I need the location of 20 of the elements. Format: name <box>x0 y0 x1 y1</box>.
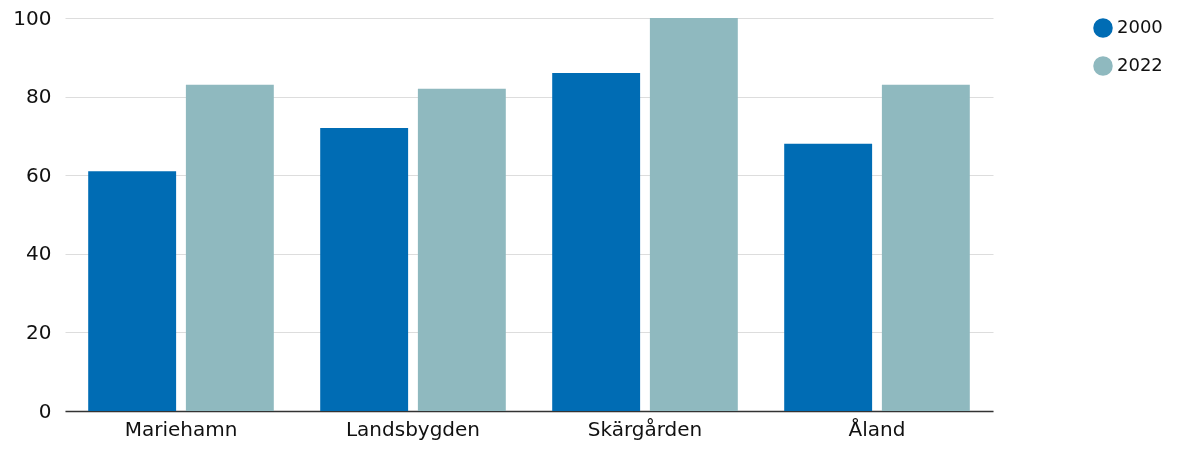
legend-label: 2000 <box>1117 16 1163 37</box>
y-tick-label: 100 <box>13 5 52 30</box>
bar <box>649 18 738 411</box>
bar <box>320 128 409 411</box>
bar <box>784 143 873 411</box>
x-tick-label: Landsbygden <box>345 416 481 441</box>
y-tick-label: 0 <box>38 398 52 423</box>
y-tick-label: 20 <box>26 319 52 344</box>
x-tick-label: Mariehamn <box>124 416 238 441</box>
y-tick-label: 80 <box>26 84 52 109</box>
x-tick-label: Åland <box>848 416 906 441</box>
x-tick-label: Skärgården <box>587 416 703 441</box>
legend-label: 2022 <box>1117 54 1163 75</box>
y-tick-label: 60 <box>26 162 52 187</box>
bar <box>185 84 274 411</box>
bar <box>552 73 641 411</box>
y-tick-label: 40 <box>26 241 52 266</box>
bar <box>417 88 506 411</box>
bar <box>88 171 177 411</box>
bar <box>881 84 970 411</box>
